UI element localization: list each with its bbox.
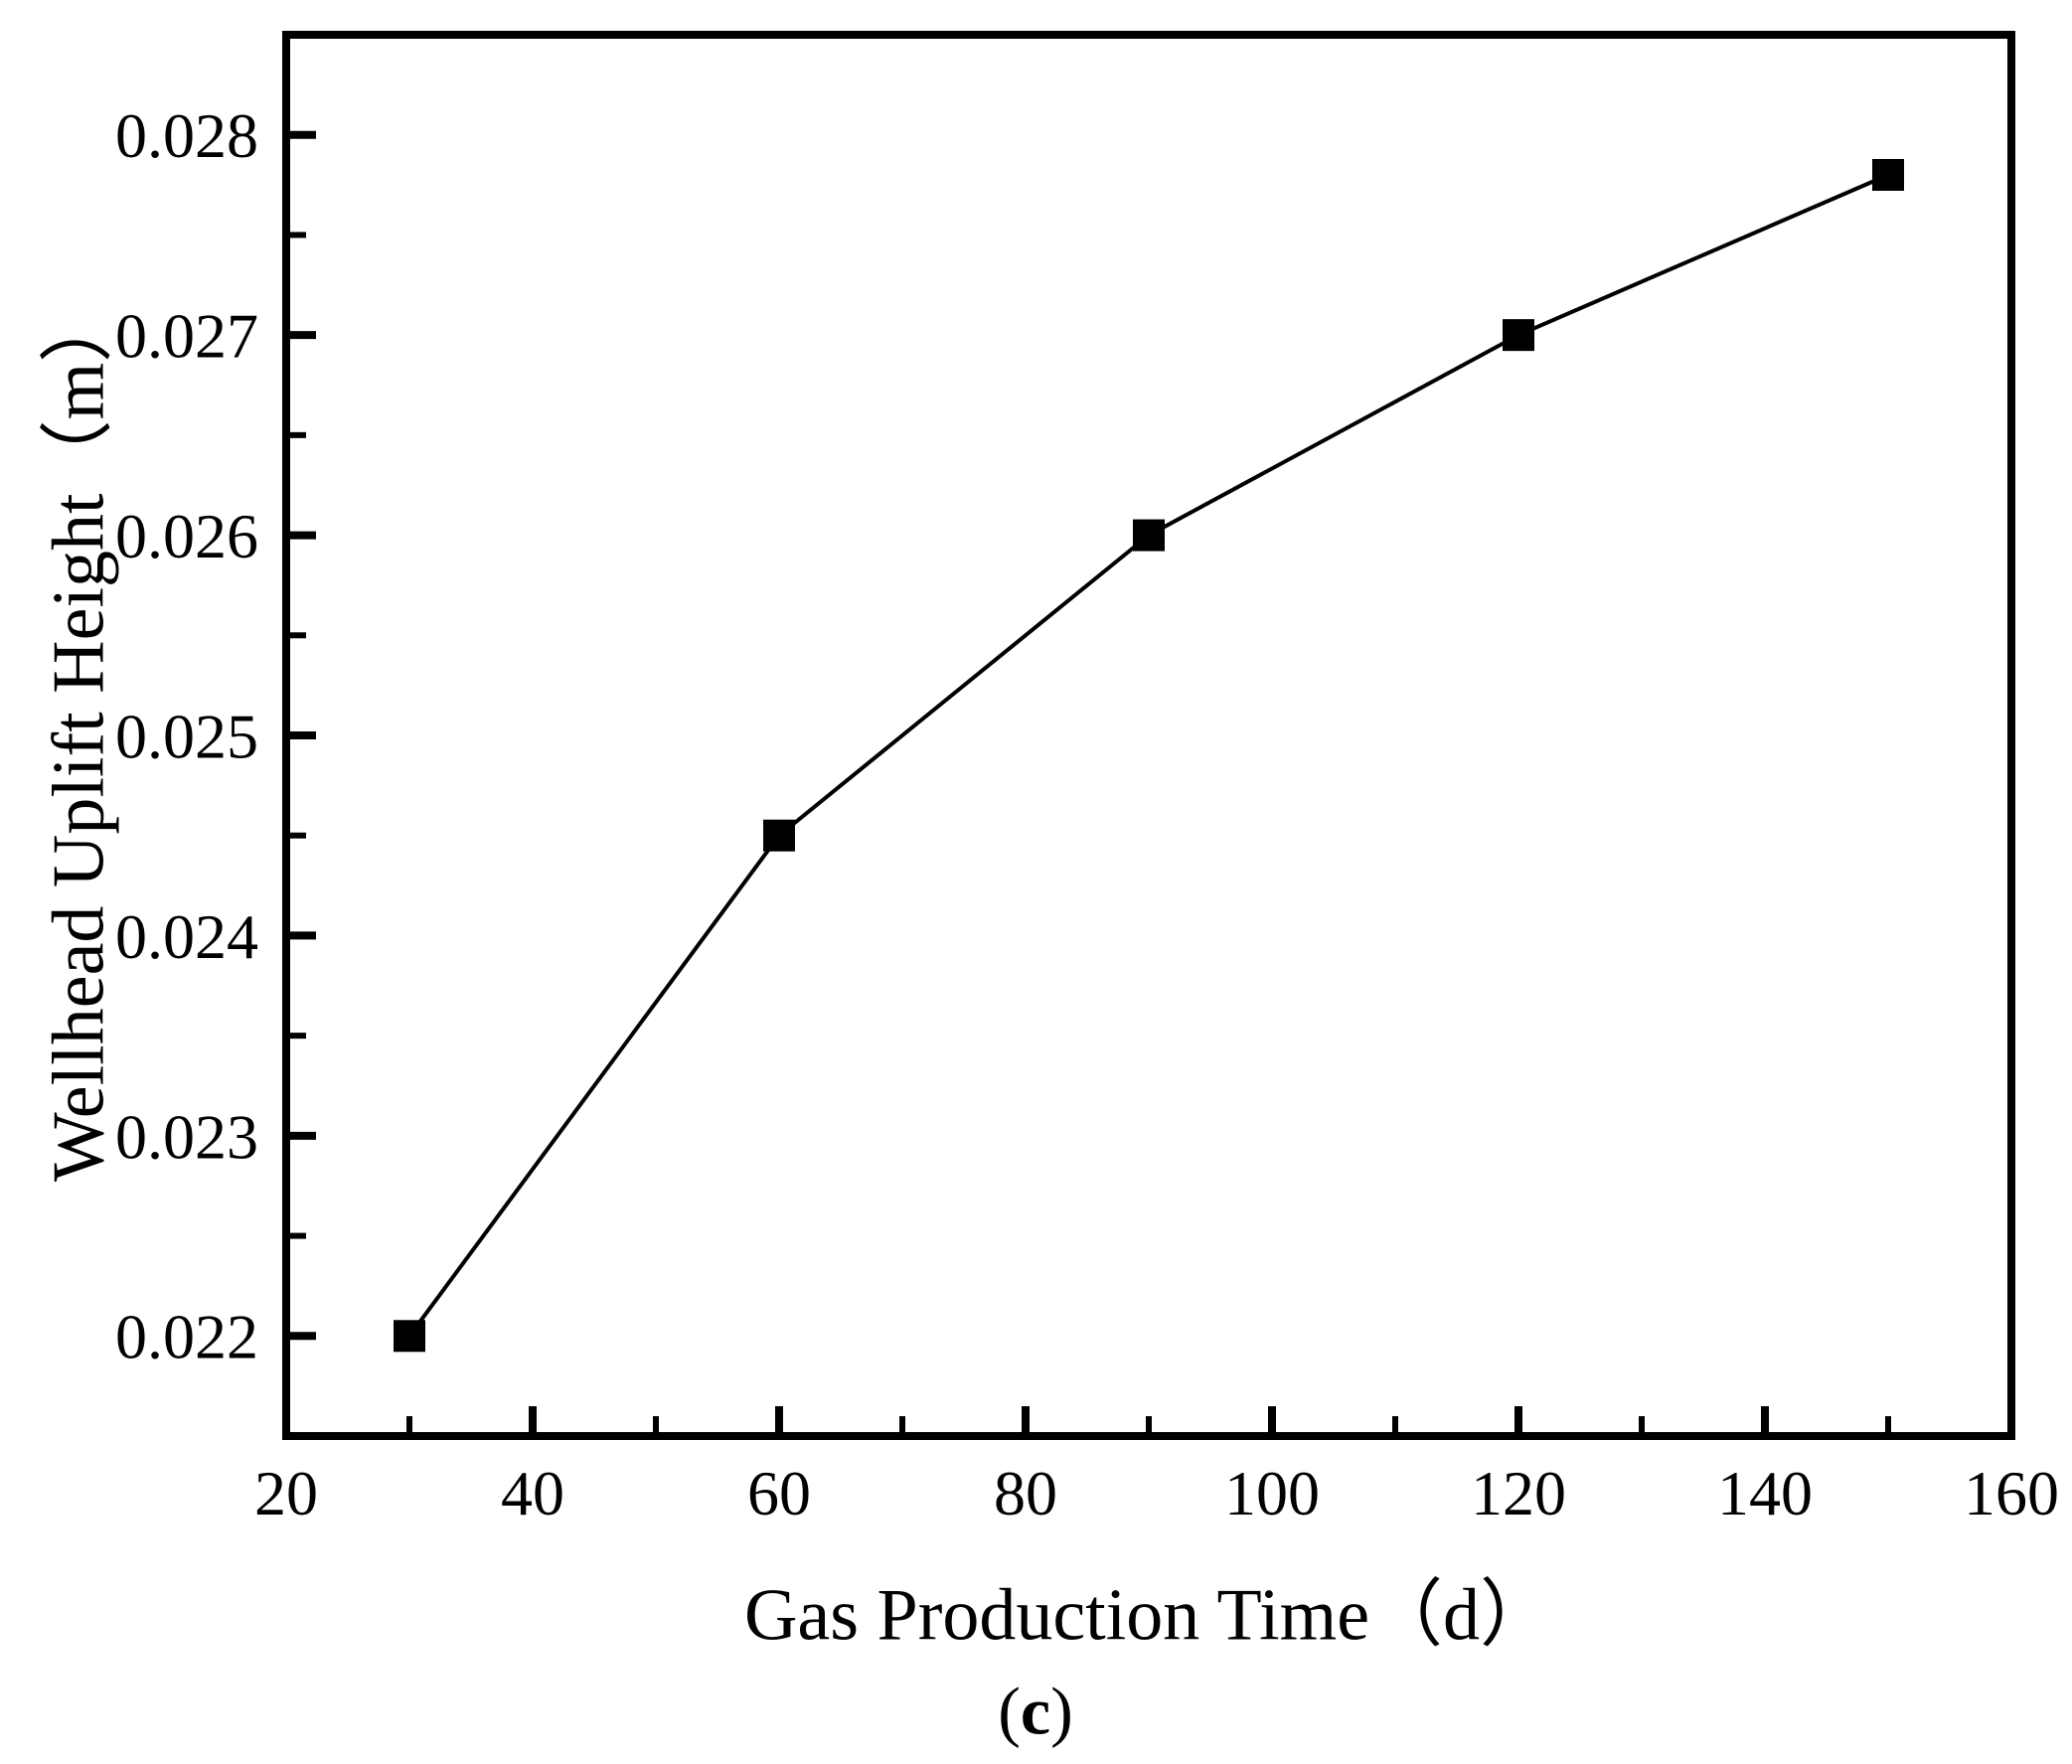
caption-paren-close: ): [1050, 1673, 1073, 1749]
x-tick-label: 120: [1471, 1458, 1566, 1528]
plot-border: [282, 31, 2015, 1440]
data-point-marker: [1503, 319, 1534, 352]
y-tick-label: 0.022: [115, 1302, 258, 1372]
x-tick-label: 80: [994, 1458, 1057, 1528]
x-tick-label: 140: [1717, 1458, 1813, 1528]
data-point-marker: [394, 1320, 425, 1353]
figure-caption: (c): [998, 1673, 1073, 1751]
data-point-marker: [763, 819, 795, 852]
y-tick-label: 0.025: [115, 701, 258, 771]
y-tick-label: 0.023: [115, 1101, 258, 1172]
y-tick-label: 0.028: [115, 100, 258, 171]
caption-paren-open: (: [998, 1673, 1021, 1749]
y-tick-label: 0.027: [115, 301, 258, 372]
caption-letter: c: [1020, 1673, 1051, 1749]
x-tick-label: 40: [501, 1458, 564, 1528]
data-point-marker: [1133, 519, 1165, 552]
x-axis-title: Gas Production Time（d）: [743, 1574, 1554, 1657]
x-tick-label: 60: [747, 1458, 811, 1528]
x-tick-label: 20: [254, 1458, 318, 1528]
x-tick-label: 160: [1964, 1458, 2059, 1528]
y-tick-label: 0.026: [115, 501, 258, 571]
y-axis-title: Wellhead Uplift Height（m）: [38, 288, 120, 1183]
y-tick-label: 0.024: [115, 901, 258, 972]
data-point-marker: [1872, 159, 1904, 191]
x-tick-label: 100: [1224, 1458, 1320, 1528]
data-line: [407, 173, 1889, 1338]
